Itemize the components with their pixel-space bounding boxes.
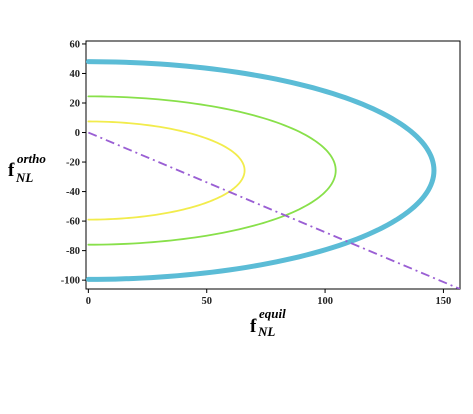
x-tick-label: 0 [86, 296, 91, 307]
plot-frame [85, 40, 461, 290]
y-axis-label: f [8, 160, 15, 181]
y-tick-label: 60 [70, 39, 81, 50]
y-axis-label-sub: NL [15, 170, 33, 185]
series-curve-1 [87, 95, 337, 246]
y-tick-label: -20 [66, 158, 80, 169]
series-curve-2 [87, 120, 246, 221]
x-axis-label: f [250, 316, 257, 337]
y-tick-label: -80 [66, 246, 80, 257]
y-tick-label: 40 [70, 69, 81, 80]
y-tick-label: -60 [66, 217, 80, 228]
y-tick-label: -100 [61, 276, 80, 287]
x-tick-label: 100 [317, 296, 333, 307]
series-line-3 [88, 131, 460, 289]
y-tick-label: -40 [66, 187, 80, 198]
x-tick-label: 50 [201, 296, 212, 307]
y-axis-label-sup: ortho [17, 151, 46, 166]
y-tick-label: 0 [75, 128, 80, 139]
x-axis-label-sup: equil [259, 306, 286, 321]
series-curve-0 [86, 59, 437, 282]
x-axis-label-sub: NL [257, 324, 275, 339]
y-tick-label: 20 [70, 99, 81, 110]
x-tick-label: 150 [436, 296, 452, 307]
